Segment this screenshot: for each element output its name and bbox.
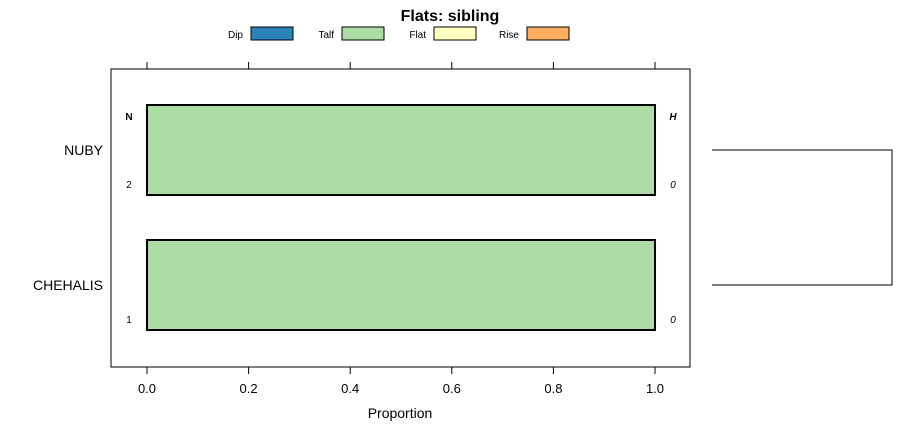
y-tick-label: CHEHALIS [33, 277, 103, 293]
n-value: 2 [126, 180, 132, 191]
y-tick-label: NUBY [64, 142, 104, 158]
dendrogram-branch [712, 149, 893, 286]
h-value: 0 [670, 180, 676, 191]
n-value: 1 [126, 315, 132, 326]
legend-swatch-rise [526, 26, 570, 41]
legend-label-rise: Rise [499, 30, 519, 41]
bar-nuby-talf [146, 104, 656, 196]
annotations: N H 2 0 1 0 [125, 112, 677, 326]
bar-group [146, 104, 656, 331]
legend: Dip Talf Flat Rise [228, 26, 570, 41]
legend-swatch-flat [433, 26, 477, 41]
n-header: N [125, 112, 132, 123]
chart-title: Flats: sibling [401, 8, 500, 25]
plot-frame [110, 68, 691, 368]
legend-label-dip: Dip [228, 30, 243, 41]
h-value: 0 [670, 315, 676, 326]
x-tick-label: 0.8 [544, 381, 562, 396]
h-header: H [669, 112, 677, 123]
x-axis: 0.0 0.2 0.4 0.6 0.8 1.0 NUBY CHEHALIS [33, 62, 664, 396]
bar-chehalis-talf [146, 239, 656, 331]
dendrogram [712, 149, 893, 286]
x-tick-label: 0.0 [138, 381, 156, 396]
legend-swatch-talf [341, 26, 385, 41]
x-axis-label: Proportion [368, 405, 433, 421]
legend-label-flat: Flat [409, 30, 426, 41]
x-tick-label: 0.6 [443, 381, 461, 396]
legend-swatch-dip [250, 26, 294, 41]
x-tick-label: 0.2 [240, 381, 258, 396]
legend-label-talf: Talf [318, 30, 334, 41]
x-tick-label: 0.4 [341, 381, 359, 396]
x-tick-label: 1.0 [646, 381, 664, 396]
